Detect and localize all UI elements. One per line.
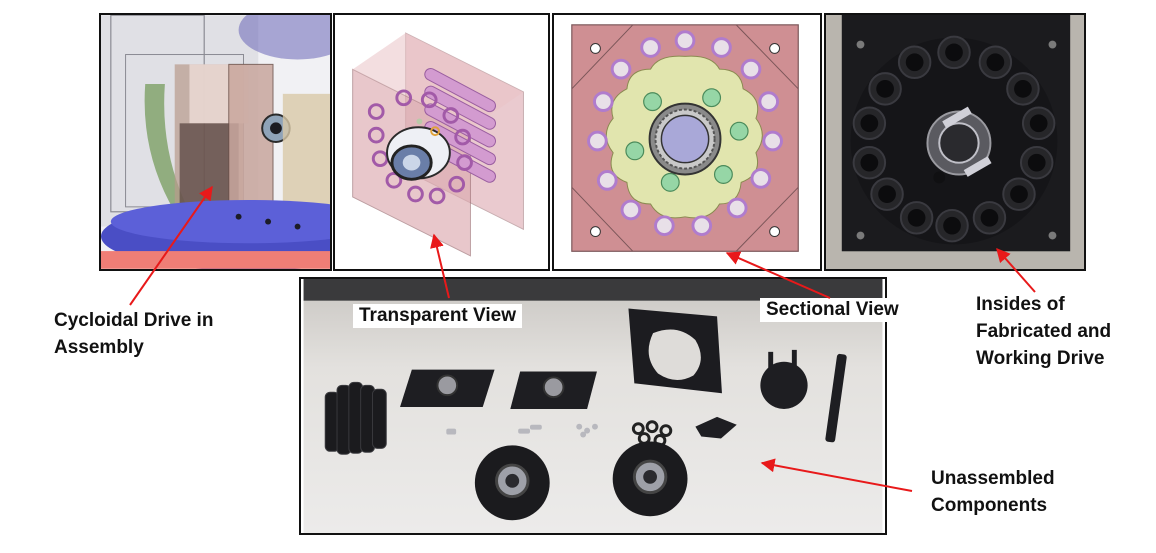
insides-label-line3: Working Drive <box>976 348 1105 369</box>
insides-label: Insides of Fabricated and Working Drive <box>976 291 1111 372</box>
transparent-view-panel <box>333 13 550 271</box>
unassembled-label: Unassembled Components <box>931 465 1055 519</box>
sectional-view-panel <box>552 13 822 271</box>
unassembled-label-line2: Components <box>931 495 1048 516</box>
transparent-view-label: Transparent View <box>353 304 522 328</box>
assembly-view-image <box>101 15 330 269</box>
assembly-label-line1: Cycloidal Drive in <box>54 310 214 331</box>
assembly-label: Cycloidal Drive in Assembly <box>54 307 213 361</box>
insides-label-line2: Fabricated and <box>976 321 1112 342</box>
insides-label-line1: Insides of <box>976 294 1065 315</box>
transparent-view-image <box>335 15 548 269</box>
fabricated-drive-image <box>826 15 1084 269</box>
unassembled-label-line1: Unassembled <box>931 468 1055 489</box>
sectional-view-image <box>554 15 820 269</box>
fabricated-drive-panel <box>824 13 1086 271</box>
sectional-view-label: Sectional View <box>760 298 905 322</box>
assembly-view-panel <box>99 13 332 271</box>
assembly-label-line2: Assembly <box>54 337 144 358</box>
